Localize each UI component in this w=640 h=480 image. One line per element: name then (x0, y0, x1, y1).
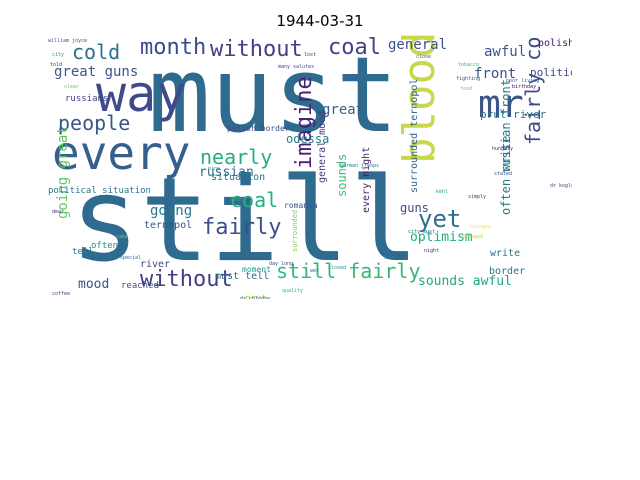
word-cloud: must still every way mr blood month with… (44, 35, 572, 299)
cloud-word-small: day long (269, 261, 294, 267)
cloud-word: yet (418, 205, 462, 233)
cloud-word-small: simply (468, 194, 487, 200)
cloud-word-small: sure (384, 255, 397, 261)
cloud-word: prut (245, 294, 267, 300)
cloud-word: tell (72, 247, 94, 257)
cloud-word-small: nine (208, 166, 221, 172)
cloud-word: without (140, 267, 233, 292)
cloud-word-small: city must (408, 229, 436, 235)
cloud-word-small: closed (328, 265, 347, 271)
cloud-word-small: managed (462, 234, 484, 240)
cloud-word-small: hungary (492, 146, 514, 152)
cloud-word: moment (242, 265, 271, 274)
cloud-word: border (489, 266, 526, 277)
cloud-word-small: fighting (456, 76, 481, 82)
cloud-word-small: poor living (506, 78, 540, 84)
cloud-word: prut river (480, 108, 547, 121)
cloud-word-small: food (460, 86, 473, 92)
cloud-word-small: kehl (436, 189, 449, 195)
cloud-word: surrounded ternopol (409, 78, 420, 193)
cloud-word-small: birthday (512, 84, 537, 90)
cloud-word-small: cologne (470, 224, 492, 230)
cloud-word-small: coffee (52, 291, 71, 297)
cloud-word: still fairly (276, 259, 421, 283)
cloud-word: often (91, 241, 119, 251)
cloud-word: reached (121, 281, 159, 291)
cloud-word: great (322, 102, 365, 118)
cloud-word-small: german troops (340, 163, 380, 169)
cloud-word-small: cake (116, 234, 129, 240)
cloud-word-small: close (416, 54, 432, 60)
cloud-word: coal (328, 35, 381, 60)
cloud-word: odessa (286, 132, 330, 146)
cloud-word: russians (65, 94, 109, 104)
cloud-word: going (150, 203, 193, 219)
cloud-word: fairly (202, 215, 282, 240)
cloud-word-small: dr kogler (550, 183, 572, 189)
cloud-word: sounds (335, 153, 349, 197)
cloud-word: situation (211, 172, 266, 183)
cloud-word: every (52, 126, 191, 180)
cloud-word-small: special (120, 255, 142, 261)
cloud-word: political (530, 66, 572, 79)
cloud-word-small: dr cologne (240, 296, 271, 300)
cloud-word-small: clear (64, 84, 80, 90)
cloud-word-small: seen (230, 197, 243, 203)
cloud-word: way (96, 65, 187, 123)
cloud-word: river (140, 259, 171, 270)
cloud-word: every night (361, 146, 372, 213)
cloud-word: political situation (48, 186, 151, 196)
cloud-word: optimism (410, 230, 473, 245)
cloud-word: people (58, 111, 131, 135)
cloud-word: general mood (317, 110, 328, 183)
cloud-word: mood (78, 277, 110, 292)
cloud-word: nearly (200, 145, 273, 169)
cloud-word: still (70, 153, 420, 288)
cloud-word: russian (199, 165, 254, 180)
cloud-word: guns (400, 201, 429, 215)
cloud-word: month (140, 35, 207, 60)
cloud-word: surrounded (291, 209, 299, 252)
cloud-word: without (210, 37, 303, 62)
cloud-word-small: stated (494, 171, 513, 177)
cloud-word: awful (484, 44, 527, 60)
cloud-word: polish (538, 38, 572, 49)
cloud-word: coal (230, 188, 279, 212)
cloud-word-small: lost (304, 52, 317, 58)
cloud-word: general (388, 37, 448, 53)
cloud-word: write (490, 248, 521, 259)
cloud-word: must (148, 35, 399, 156)
cloud-word-small: wet (310, 268, 320, 274)
cloud-word: must tell (215, 271, 270, 282)
cloud-word-small: tobacco (458, 62, 480, 68)
cloud-word-small: william joyce (48, 38, 88, 44)
cloud-word: ternopol (144, 220, 193, 231)
cloud-word-small: told (50, 62, 63, 68)
cloud-word-small: quality (282, 288, 304, 294)
cloud-word: imagine (292, 76, 317, 169)
cloud-word: cold (72, 40, 121, 64)
chart-title: 1944-03-31 (276, 12, 364, 30)
cloud-word: great guns (54, 64, 139, 80)
cloud-word-small: city (52, 52, 65, 58)
cloud-word-small: lemon (176, 255, 192, 261)
cloud-word-small: many salutes (278, 64, 315, 70)
cloud-word: mr (478, 82, 524, 126)
cloud-word: romania (284, 201, 318, 210)
cloud-word-small: dear (52, 209, 65, 215)
cloud-word: polish border (227, 124, 290, 133)
cloud-word: front (474, 66, 517, 82)
cloud-word: sounds awful (418, 274, 512, 289)
cloud-word-small: night (424, 248, 440, 254)
cloud-word: going great (55, 126, 71, 219)
